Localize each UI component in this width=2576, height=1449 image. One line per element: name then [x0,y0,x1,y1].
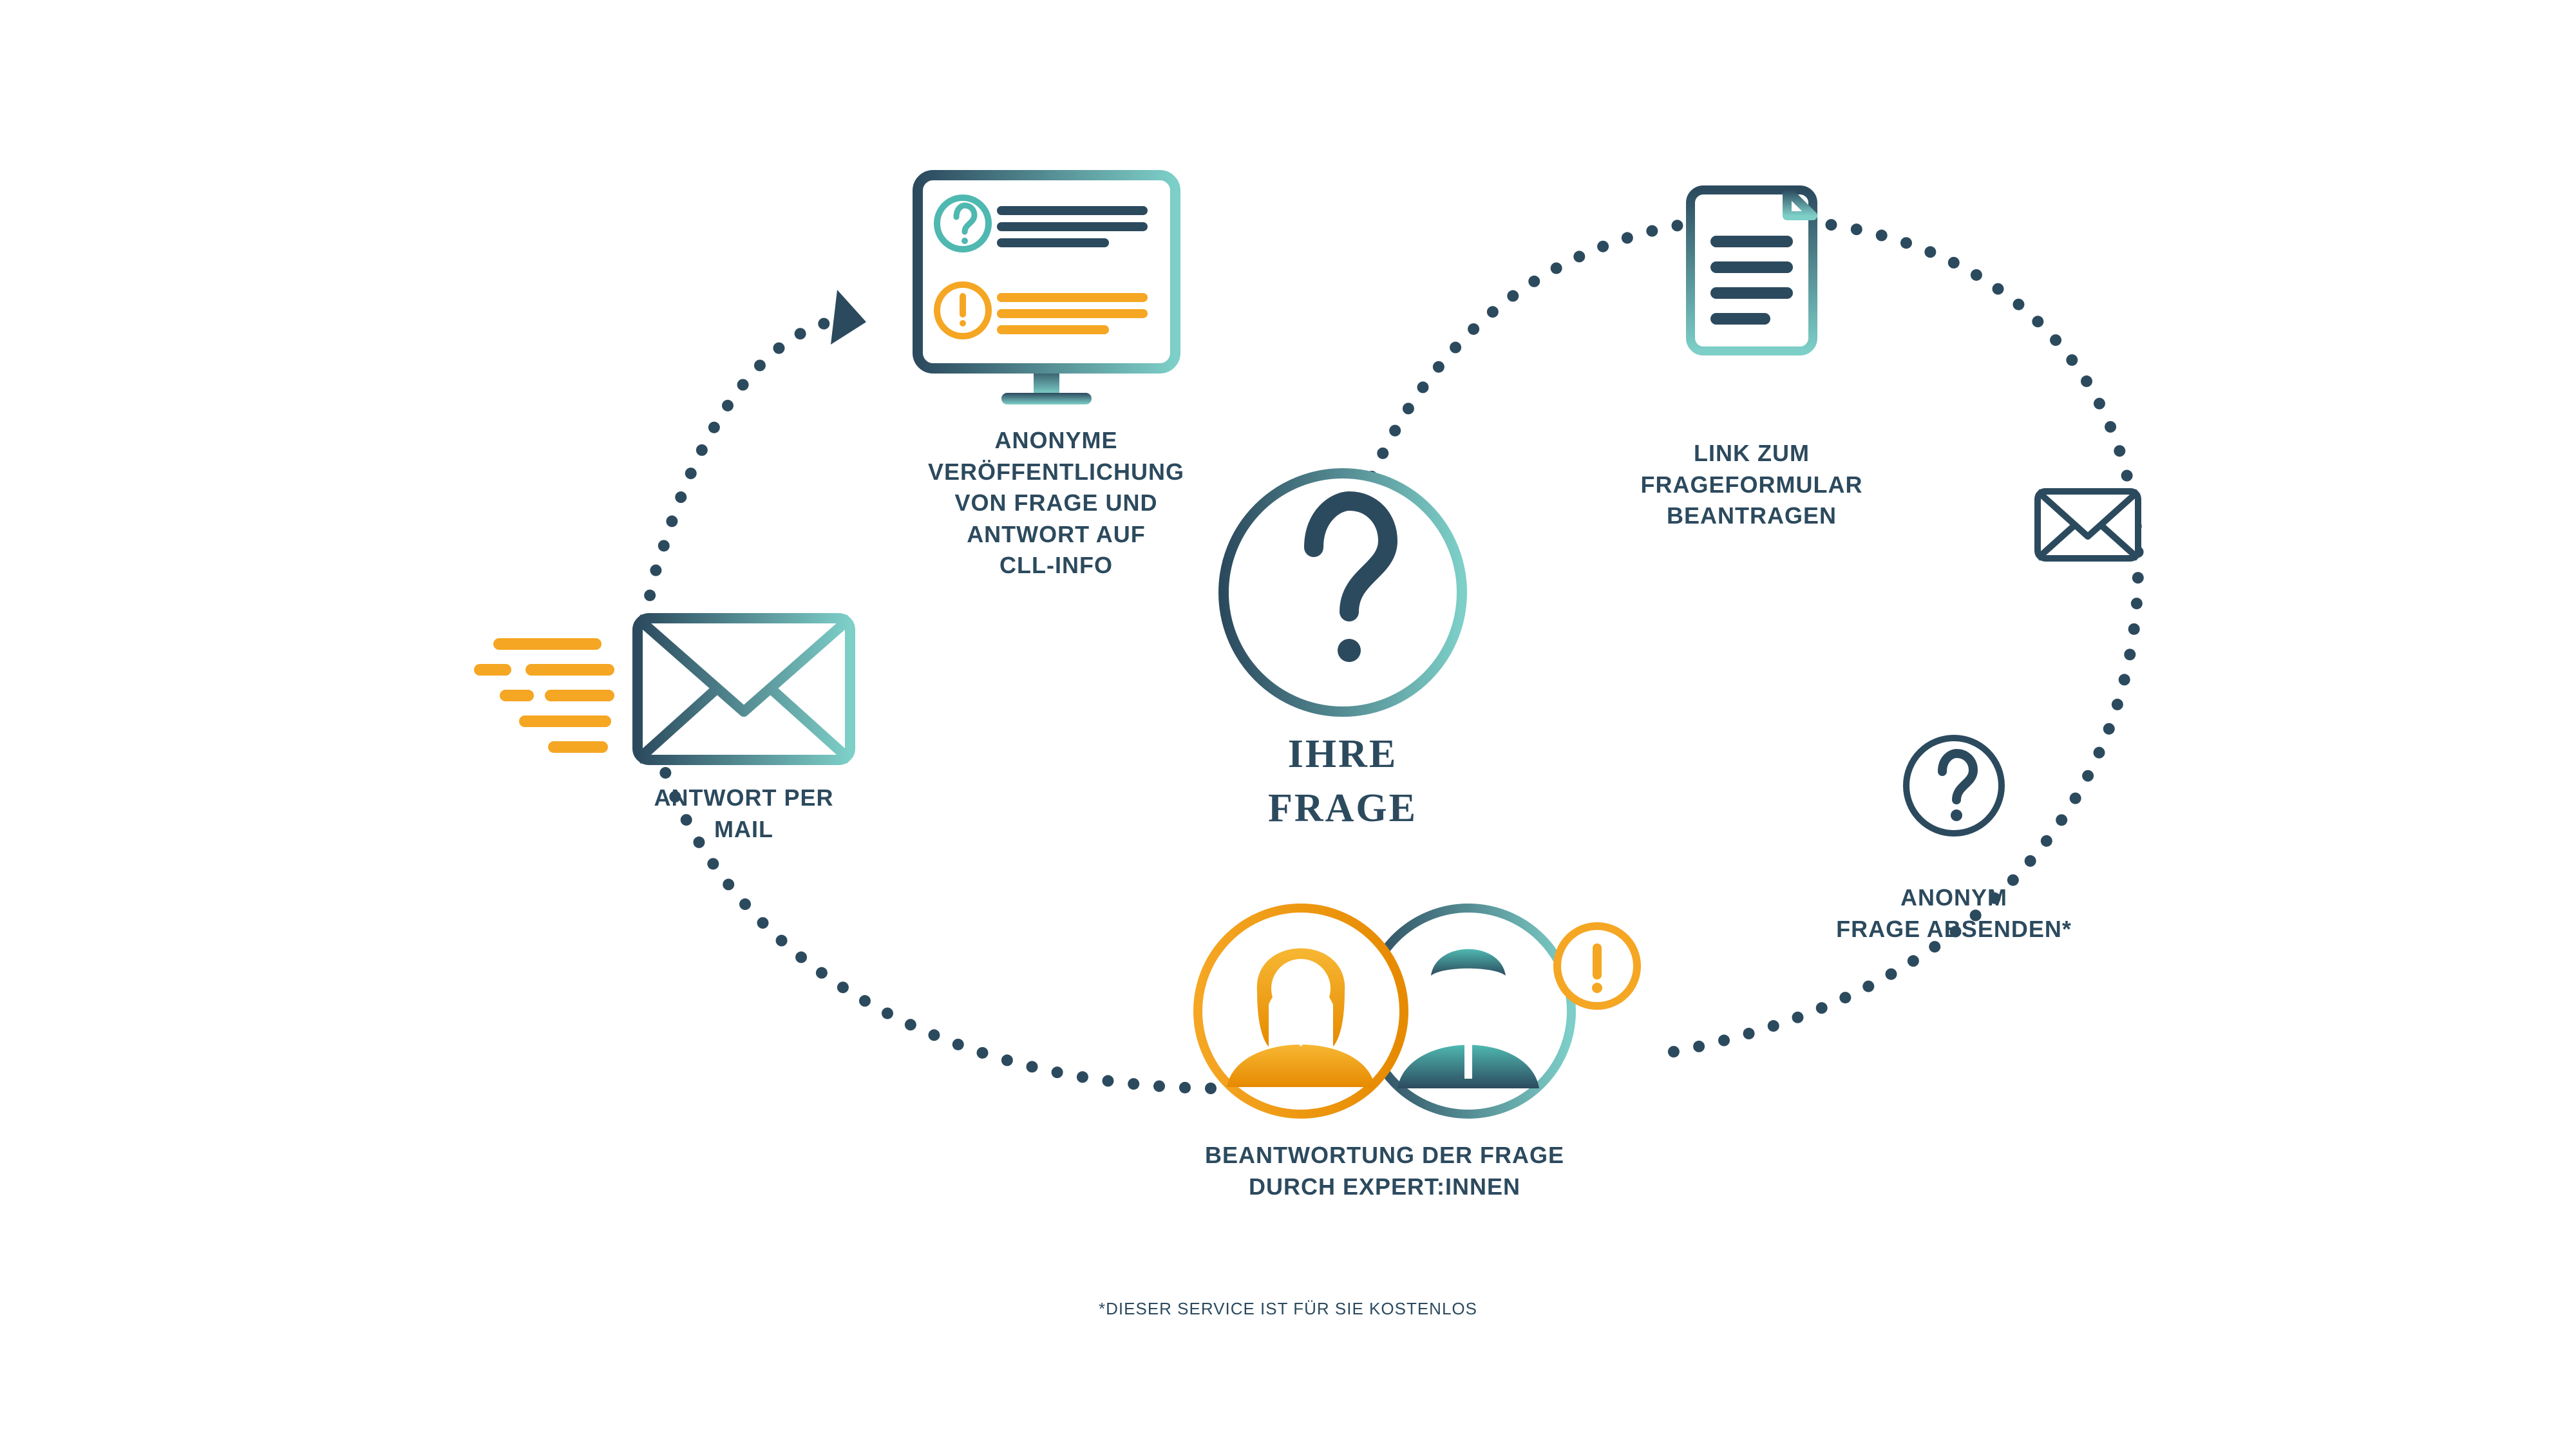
question-small-icon [1906,738,2002,833]
diagram-canvas [0,0,2576,1449]
envelope-small-icon [2038,491,2138,558]
question-small-label: ANONYMFRAGE ABSENDEN* [1825,882,2083,945]
center-question-circle [1224,473,1462,712]
envelope-large-icon [480,618,850,760]
center-title: IHRE FRAGE [1214,728,1472,835]
monitor-icon [918,175,1175,404]
experts-label: BEANTWORTUNG DER FRAGEDURCH EXPERT:INNEN [1159,1140,1610,1202]
monitor-label: ANONYMEVERÖFFENTLICHUNGVON FRAGE UNDANTW… [914,425,1198,582]
document-label: LINK ZUMFRAGEFORMULARBEANTRAGEN [1623,438,1880,532]
experts-icon [1198,908,1637,1114]
envelope-left-label: ANTWORT PERMAIL [615,782,873,845]
arrow-head [831,290,866,345]
footnote: *DIESER SERVICE IST FÜR SIE KOSTENLOS [966,1298,1610,1320]
document-icon [1690,190,1813,351]
